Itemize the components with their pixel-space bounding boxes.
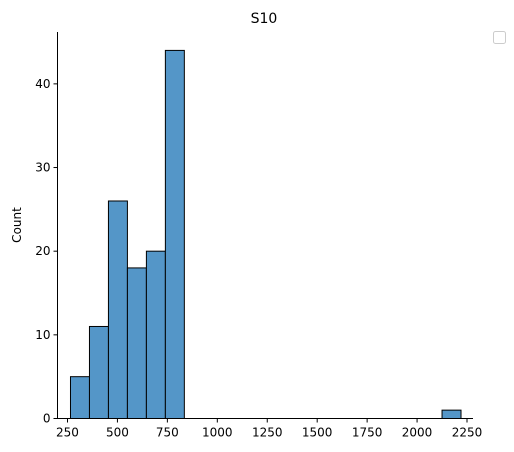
x-tick-label: 1000 <box>202 426 233 440</box>
histogram-bar <box>108 201 127 419</box>
histogram-bar <box>70 377 89 419</box>
y-tick-label: 10 <box>35 328 50 342</box>
x-tick-label: 750 <box>156 426 179 440</box>
chart-title: S10 <box>251 11 278 27</box>
y-tick-label: 40 <box>35 77 50 91</box>
y-tick-label: 20 <box>35 244 50 258</box>
y-tick-label: 0 <box>43 412 51 426</box>
x-tick-label: 1250 <box>252 426 283 440</box>
y-tick-label: 30 <box>35 161 50 175</box>
histogram-bar <box>89 326 108 418</box>
bars-group <box>70 50 461 418</box>
x-tick-label: 2000 <box>402 426 433 440</box>
histogram-bar <box>146 251 165 418</box>
y-axis-title: Count <box>10 207 24 243</box>
histogram-bar <box>442 410 461 418</box>
y-axis-ticks: 0 10 20 30 40 <box>35 77 57 426</box>
x-tick-label: 250 <box>56 426 79 440</box>
x-tick-label: 2250 <box>452 426 483 440</box>
x-tick-label: 500 <box>106 426 129 440</box>
x-axis-ticks: 250 500 750 1000 1250 1500 1750 2000 2250 <box>56 419 482 440</box>
x-tick-label: 1500 <box>302 426 333 440</box>
legend-box <box>494 32 506 44</box>
x-tick-label: 1750 <box>352 426 383 440</box>
histogram-bar <box>165 50 184 418</box>
histogram-bar <box>127 268 146 419</box>
